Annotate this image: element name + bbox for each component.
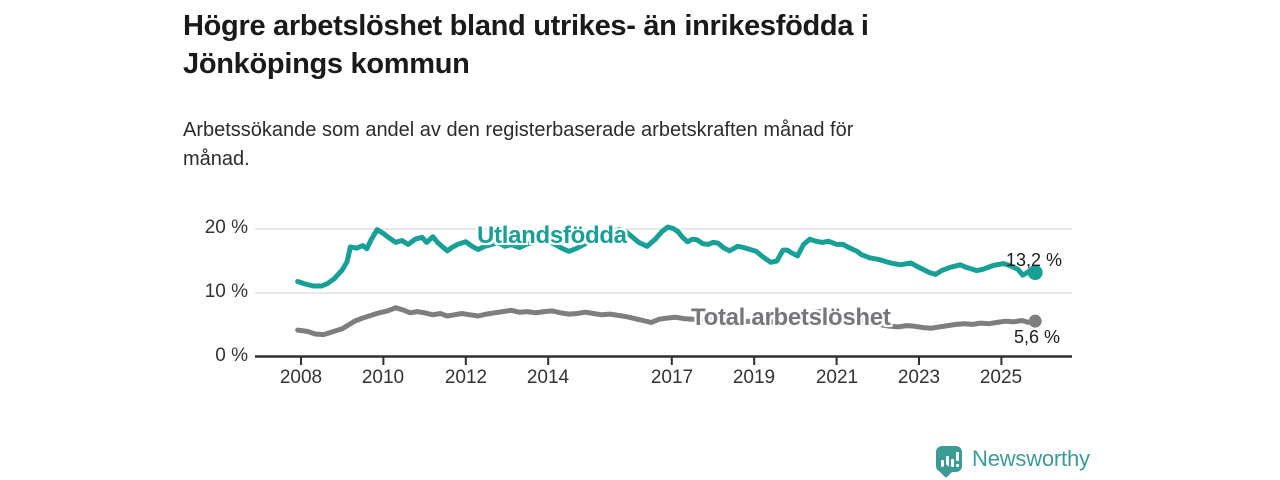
x-tick-label-2025: 2025 bbox=[979, 367, 1023, 388]
newsworthy-logo: Newsworthy bbox=[936, 445, 1090, 479]
x-tick-label-2021: 2021 bbox=[815, 367, 859, 388]
y-tick-label-20: 20 % bbox=[204, 217, 248, 238]
x-tick-label-2012: 2012 bbox=[444, 367, 488, 388]
page-title-line-1: Högre arbetslöshet bland utrikes- än inr… bbox=[183, 10, 869, 42]
y-tick-label-0: 0 % bbox=[215, 345, 248, 366]
x-tick-label-2008: 2008 bbox=[279, 367, 323, 388]
page-title-line-2: Jönköpings kommun bbox=[183, 48, 470, 80]
x-tick-label-2014: 2014 bbox=[526, 367, 570, 388]
series-label-total-arbetsloshet: Total arbetslöshet bbox=[691, 304, 891, 331]
y-tick-label-10: 10 % bbox=[204, 281, 248, 302]
bar-chart-speech-bubble-icon bbox=[936, 446, 962, 479]
x-tick-label-2019: 2019 bbox=[732, 367, 776, 388]
page-subtitle-line-2: månad. bbox=[183, 148, 250, 170]
series-label-utlandsfodda: Utlandsfödda bbox=[477, 222, 627, 249]
x-tick-label-2023: 2023 bbox=[897, 367, 941, 388]
x-tick-label-2017: 2017 bbox=[650, 367, 694, 388]
brand-name: Newsworthy bbox=[972, 446, 1090, 471]
value-label-utlandsfodda: 13,2 % bbox=[1006, 250, 1063, 270]
page-subtitle-line-1: Arbetssökande som andel av den registerb… bbox=[183, 119, 854, 141]
page-title: Högre arbetslöshet bland utrikes- än inr… bbox=[183, 7, 1043, 83]
x-tick-label-2010: 2010 bbox=[361, 367, 405, 388]
page-subtitle: Arbetssökande som andel av den registerb… bbox=[183, 116, 1063, 174]
value-label-total-arbetsloshet: 5,6 % bbox=[1014, 327, 1061, 347]
